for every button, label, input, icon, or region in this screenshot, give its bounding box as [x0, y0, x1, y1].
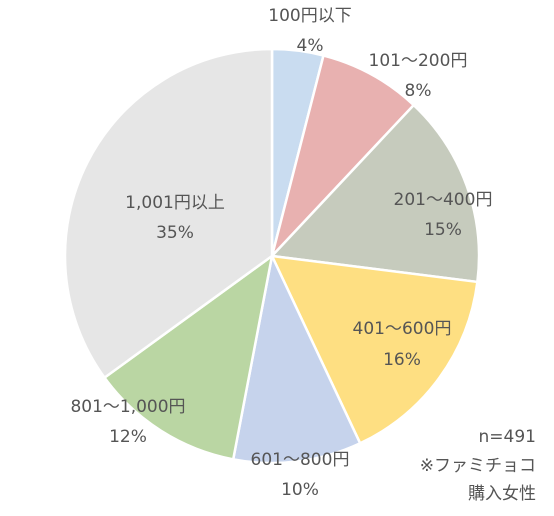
wedge — [269, 254, 479, 445]
slice-label: 101～200円 — [369, 51, 468, 71]
annotation: ※ファミチョコ — [420, 456, 536, 476]
annotation: 購入女性 — [468, 484, 536, 504]
wedge — [231, 251, 362, 465]
value-label: 4% — [297, 36, 324, 56]
slice-label: 601～800円 — [251, 450, 350, 470]
wedge — [270, 53, 416, 257]
slice-label: 201～400円 — [394, 190, 493, 210]
annotation: n=491 — [479, 427, 536, 447]
slice-label: 401～600円 — [353, 319, 452, 339]
wedge — [63, 47, 274, 380]
slice-label: 100円以下 — [268, 6, 351, 26]
slice-label: 1,001円以上 — [125, 193, 225, 213]
value-label: 8% — [405, 81, 432, 101]
value-label: 10% — [281, 480, 319, 500]
value-label: 16% — [383, 350, 421, 370]
wedge — [269, 103, 481, 284]
wedge — [102, 253, 274, 461]
value-label: 35% — [156, 223, 194, 243]
value-label: 15% — [424, 220, 462, 240]
slice-label: 801～1,000円 — [70, 397, 185, 417]
value-label: 12% — [109, 427, 147, 447]
